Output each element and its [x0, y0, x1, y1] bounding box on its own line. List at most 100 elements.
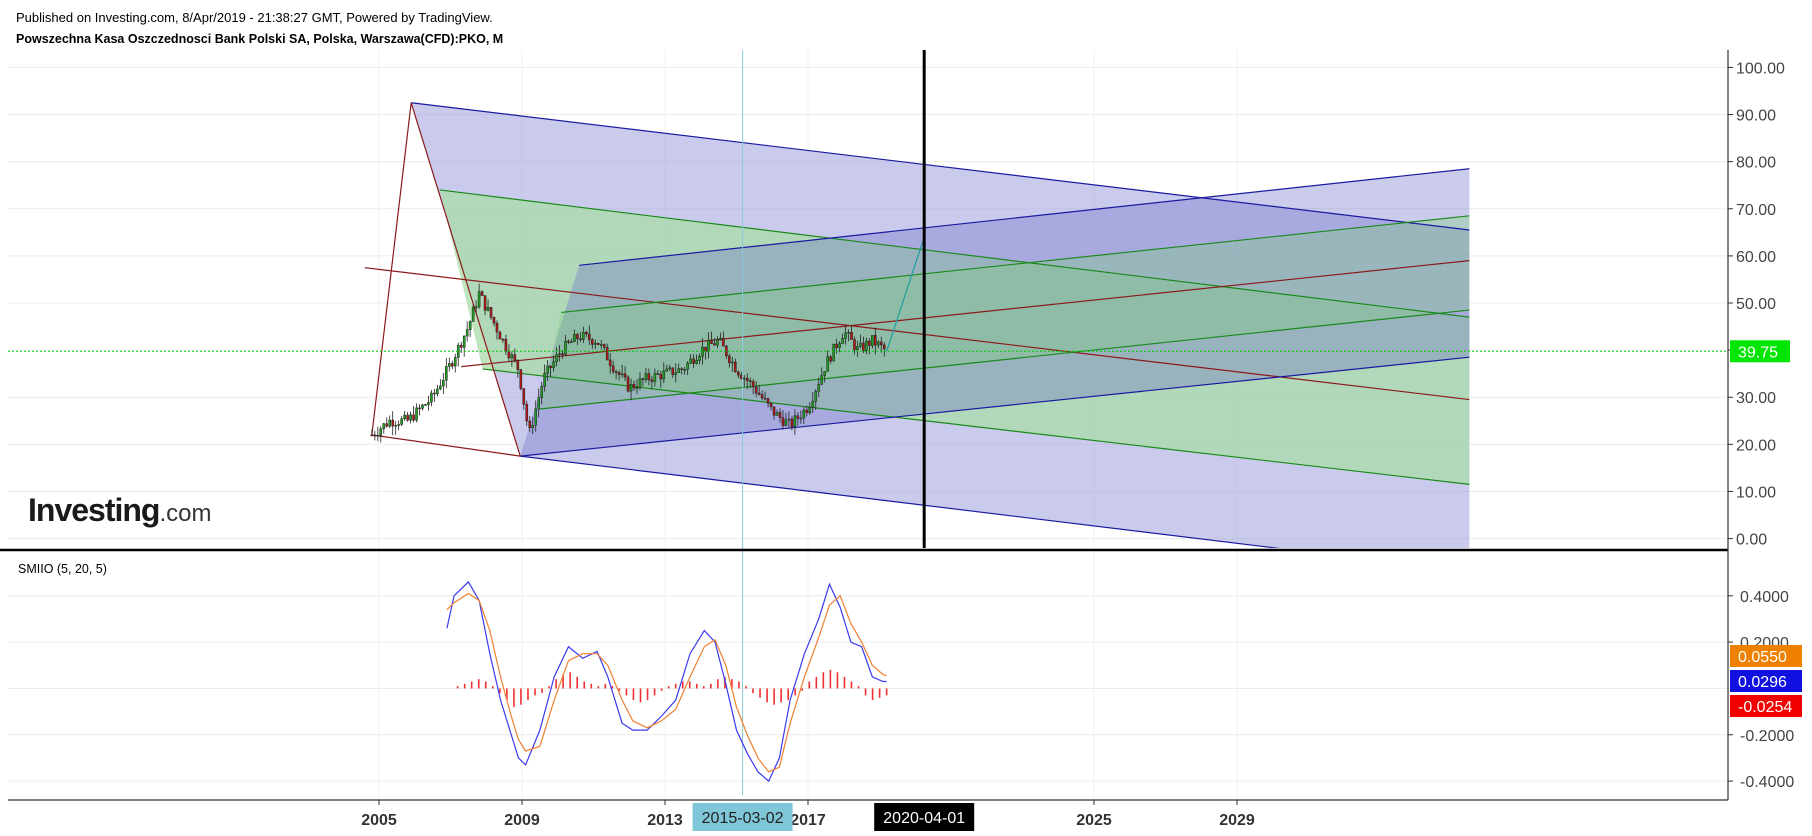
- candle: [871, 335, 874, 346]
- x-tick-label: 2013: [647, 812, 683, 829]
- x-tick-label: 2029: [1219, 812, 1255, 829]
- candle: [719, 337, 722, 341]
- candle: [471, 306, 475, 322]
- candle: [591, 339, 594, 345]
- candle: [370, 434, 374, 437]
- osc-y-tick-label: -0.2000: [1740, 728, 1794, 745]
- candle: [853, 339, 856, 351]
- candle: [459, 344, 463, 348]
- fork-green-lower-line: [482, 368, 1470, 485]
- x-tick-label: 2009: [504, 812, 540, 829]
- candle: [465, 329, 469, 337]
- candle: [394, 425, 397, 427]
- y-tick-label: 30.00: [1736, 390, 1776, 407]
- candle: [403, 414, 406, 420]
- candle: [677, 368, 680, 373]
- candle: [579, 338, 582, 340]
- fork-upper-line: [411, 102, 1470, 231]
- candle: [576, 334, 579, 339]
- candle: [513, 354, 517, 361]
- candle: [662, 370, 666, 380]
- candle: [841, 338, 844, 344]
- candle: [879, 341, 883, 346]
- candle: [647, 373, 651, 381]
- y-tick-label: 60.00: [1736, 249, 1776, 266]
- candle: [626, 376, 630, 392]
- candle: [665, 368, 669, 372]
- candle: [632, 383, 636, 389]
- marker-date-badge: [874, 803, 975, 831]
- candle: [877, 341, 880, 346]
- candle: [689, 358, 692, 364]
- candles: [370, 283, 886, 443]
- candle: [751, 381, 755, 388]
- pivot-ab-line: [371, 102, 412, 435]
- candle: [400, 418, 403, 425]
- candle: [573, 334, 576, 343]
- candle: [739, 374, 743, 379]
- candle: [635, 387, 639, 389]
- pitchfork-drawing: [364, 102, 1470, 548]
- candle: [653, 373, 657, 382]
- candle: [754, 386, 758, 394]
- candle: [838, 343, 841, 348]
- candle: [412, 414, 415, 421]
- candle: [531, 425, 535, 429]
- candle: [427, 401, 430, 405]
- candle: [781, 417, 785, 426]
- candle: [421, 404, 424, 409]
- candle: [397, 424, 400, 426]
- candle: [537, 397, 540, 410]
- candle: [522, 388, 526, 405]
- candle: [796, 415, 800, 419]
- marker-date-label: 2020-04-01: [883, 810, 965, 827]
- y-tick-label: 70.00: [1736, 202, 1776, 219]
- candle: [596, 342, 600, 345]
- osc-y-tick-label: 0.4000: [1740, 589, 1789, 606]
- candle: [641, 378, 645, 380]
- candle: [680, 368, 683, 370]
- candle: [745, 377, 749, 381]
- candle: [570, 341, 573, 344]
- candle: [742, 377, 746, 380]
- candle: [671, 367, 675, 375]
- candle: [424, 404, 427, 406]
- last-price-badge: [1730, 340, 1790, 363]
- candle: [391, 419, 394, 427]
- candle: [695, 360, 698, 364]
- candle: [659, 374, 663, 380]
- candle: [778, 412, 782, 418]
- candle: [808, 406, 812, 413]
- candle: [814, 390, 818, 402]
- candle: [731, 361, 734, 364]
- candle: [376, 434, 380, 437]
- osc-value-badge: [1730, 645, 1802, 667]
- osc-y-tick-label: -0.4000: [1740, 774, 1794, 791]
- candle: [564, 340, 567, 355]
- candle: [617, 372, 621, 375]
- candle: [433, 392, 436, 395]
- candle: [558, 353, 561, 355]
- candle: [698, 355, 701, 361]
- candle: [555, 354, 558, 362]
- candle: [373, 434, 377, 437]
- candle: [683, 369, 686, 371]
- candle: [722, 337, 725, 347]
- y-tick-label: 50.00: [1736, 296, 1776, 313]
- candle: [436, 388, 439, 395]
- oscillator-histogram: [456, 669, 888, 707]
- candle: [686, 362, 689, 370]
- oscillator-line-2: [446, 592, 887, 773]
- osc-value-label: -0.0254: [1738, 699, 1792, 716]
- candle: [406, 414, 409, 421]
- candle: [549, 365, 552, 369]
- candle: [826, 356, 829, 372]
- candle: [543, 372, 546, 387]
- candle: [593, 342, 597, 345]
- candle: [567, 340, 570, 343]
- candle: [409, 414, 412, 421]
- reverse-upper-line: [579, 168, 1470, 266]
- candle: [829, 356, 832, 362]
- crosshair-date-badge: [692, 803, 793, 831]
